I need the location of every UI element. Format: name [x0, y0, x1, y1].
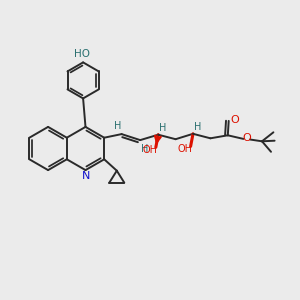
Text: N: N: [82, 171, 91, 181]
Text: H: H: [114, 121, 122, 131]
Text: OH: OH: [143, 145, 158, 155]
Text: O: O: [243, 133, 251, 143]
Text: H: H: [194, 122, 201, 132]
Text: HO: HO: [74, 49, 90, 59]
Text: H: H: [141, 143, 148, 154]
Text: OH: OH: [178, 144, 193, 154]
Text: H: H: [159, 123, 166, 133]
Text: O: O: [230, 115, 239, 125]
